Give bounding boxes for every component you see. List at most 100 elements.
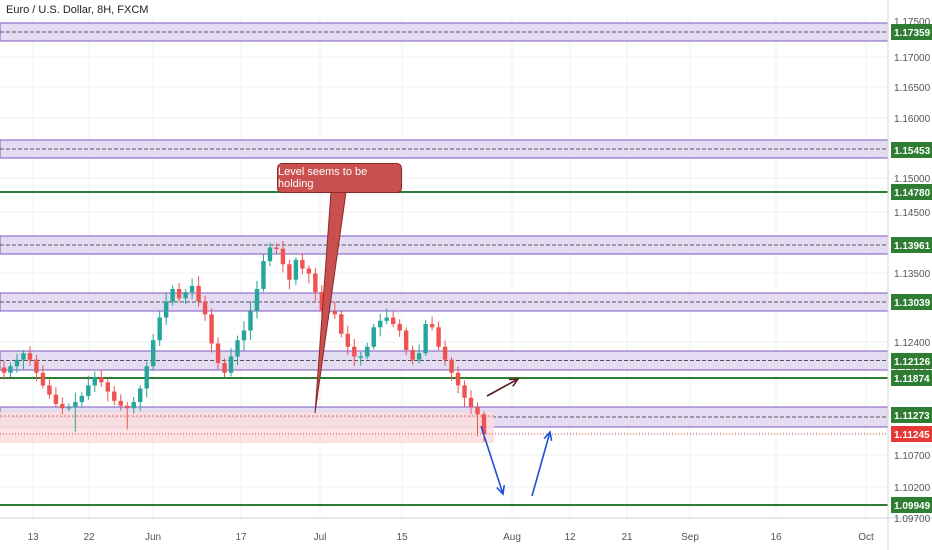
candle-body	[14, 359, 20, 367]
y-axis-tick-label: 1.13500	[894, 269, 931, 280]
candle	[339, 311, 344, 338]
candle-body	[170, 288, 175, 302]
candle	[163, 293, 169, 326]
candle	[410, 345, 415, 365]
level-badge	[891, 353, 932, 369]
candle-body	[384, 317, 389, 321]
x-axis-tick-label: Oct	[858, 532, 874, 543]
candle-body	[215, 343, 221, 363]
candle	[196, 276, 201, 307]
callout-label: Level seems to be holding	[277, 163, 402, 193]
candle	[1, 361, 7, 380]
candle-body	[313, 273, 318, 293]
arrow-down-scenario-head	[496, 484, 506, 496]
y-axis-tick-label: 1.16500	[894, 83, 931, 94]
x-axis-tick-label: 12	[564, 532, 576, 543]
candle	[468, 389, 474, 415]
x-axis-tick-label: 22	[83, 532, 95, 543]
y-axis-tick-label: 1.17500	[894, 17, 931, 28]
candle-body	[157, 317, 162, 341]
y-axis-tick-label: 1.10200	[894, 483, 931, 494]
candle-body	[86, 385, 91, 396]
candle-body	[300, 259, 305, 269]
candle-body	[60, 403, 65, 409]
candle-body	[287, 264, 292, 280]
level-badge	[891, 184, 932, 200]
candle	[112, 385, 117, 406]
candle-body	[138, 388, 143, 403]
candle	[241, 321, 247, 351]
candle	[14, 353, 20, 373]
candle-body	[306, 268, 312, 274]
level-badge-label: 1.15453	[894, 146, 931, 157]
candle-body	[429, 324, 435, 328]
candle-body	[332, 311, 338, 315]
candle	[209, 308, 214, 353]
candle	[390, 311, 396, 328]
candle	[455, 366, 461, 394]
arrow-up-scenario-head	[508, 378, 520, 387]
candle-body	[352, 346, 357, 357]
candle	[365, 342, 370, 360]
candle-body	[105, 382, 110, 392]
level-badge	[891, 426, 932, 442]
candle-body	[475, 406, 480, 415]
x-axis-tick-label: 15	[396, 532, 408, 543]
candle	[287, 259, 292, 290]
level-badge-label: 1.11874	[894, 374, 930, 385]
candle	[118, 394, 123, 411]
arrow-rebound-scenario-head	[543, 430, 553, 442]
level-badge	[891, 497, 932, 513]
candle	[332, 301, 338, 319]
candle-body	[274, 247, 279, 249]
candle	[27, 346, 33, 366]
level-badge	[891, 370, 932, 386]
candle-body	[235, 340, 240, 357]
candle	[73, 392, 78, 432]
level-badge	[891, 142, 932, 158]
x-axis-tick-label: Jun	[145, 532, 161, 543]
arrow-up-scenario-shaft	[486, 378, 519, 397]
candle	[293, 257, 299, 285]
candle	[235, 335, 240, 366]
level-badge-label: 1.12126	[894, 357, 931, 368]
chart-title: Euro / U.S. Dollar, 8H, FXCM	[6, 4, 149, 16]
level-badge	[891, 294, 932, 310]
y-axis-tick-label: 1.15000	[894, 174, 931, 185]
candle-body	[280, 248, 286, 265]
candle	[274, 243, 279, 255]
candle-body	[112, 391, 117, 401]
candle	[345, 325, 350, 355]
candle-body	[371, 327, 376, 347]
candle-body	[92, 377, 98, 386]
candle	[215, 337, 221, 370]
candle-body	[40, 372, 46, 386]
level-badge	[891, 407, 932, 423]
candle	[403, 327, 409, 356]
candle	[416, 344, 422, 364]
arrow-down-scenario-shaft	[480, 425, 504, 495]
candle	[384, 308, 389, 325]
candle	[150, 333, 156, 371]
candle	[248, 301, 253, 340]
candle-body	[47, 385, 52, 395]
candle	[125, 402, 130, 430]
candle	[183, 289, 188, 304]
candle	[170, 285, 175, 306]
level-badge	[891, 24, 932, 40]
candle	[79, 392, 85, 408]
level-badge-label: 1.13039	[894, 298, 931, 309]
candle	[300, 253, 305, 275]
candle	[202, 295, 208, 321]
candle	[475, 402, 480, 437]
candle	[66, 403, 72, 412]
candle	[436, 321, 441, 351]
candle	[99, 369, 104, 387]
candle-body	[183, 292, 188, 299]
candle	[222, 358, 227, 378]
candle	[429, 316, 435, 331]
candle-body	[1, 367, 7, 373]
candle-body	[34, 359, 39, 373]
candle-body	[319, 292, 325, 312]
